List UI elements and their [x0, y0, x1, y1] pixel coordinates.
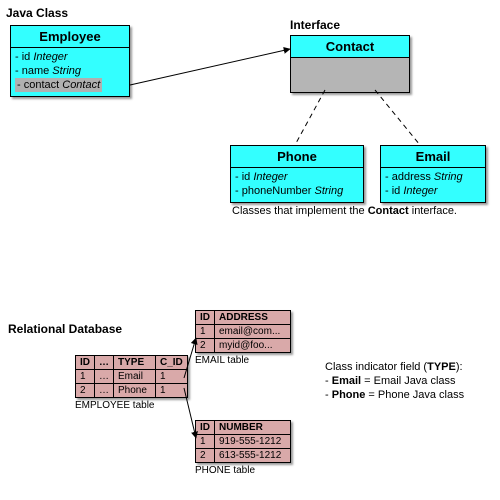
table-row: 2myid@foo... [196, 339, 291, 353]
table-cell: 1 [196, 325, 215, 339]
table-cell: 1 [156, 384, 188, 398]
class-title: Employee [11, 26, 129, 48]
class-body [291, 58, 409, 92]
table-header: NUMBER [215, 421, 291, 435]
table-header: ID [76, 356, 95, 370]
class-body: - id Integer- name String- contact Conta… [11, 48, 129, 96]
table-cell: 2 [76, 384, 95, 398]
table-header: ADDRESS [215, 311, 291, 325]
label-interface: Interface [290, 18, 340, 32]
table-cell: … [95, 384, 114, 398]
class-title: Email [381, 146, 485, 168]
table-header: ID [196, 311, 215, 325]
table-cell: 919-555-1212 [215, 435, 291, 449]
table-caption: EMPLOYEE table [75, 400, 181, 411]
caption-implements: Classes that implement the Contact inter… [232, 205, 457, 217]
class-body: - address String- id Integer [381, 168, 485, 202]
table-row: 1919-555-1212 [196, 435, 291, 449]
class-attr: - id Integer [235, 170, 359, 184]
class-attr: - id Integer [15, 50, 125, 64]
class-email: Email - address String- id Integer [380, 145, 486, 203]
table-cell: … [95, 370, 114, 384]
table-cell: 613-555-1212 [215, 449, 291, 463]
table-row: 1email@com... [196, 325, 291, 339]
table-cell: Phone [114, 384, 156, 398]
table-caption: PHONE table [195, 465, 289, 476]
table-phone: IDNUMBER1919-555-12122613-555-1212 [195, 420, 291, 463]
table-employee: ID…TYPEC_ID1…Email12…Phone1 [75, 355, 188, 398]
table-row: 2613-555-1212 [196, 449, 291, 463]
label-java-class: Java Class [6, 6, 68, 20]
table-header: TYPE [114, 356, 156, 370]
class-employee: Employee - id Integer- name String- cont… [10, 25, 130, 97]
table-cell: myid@foo... [215, 339, 291, 353]
class-attr: - phoneNumber String [235, 184, 359, 198]
class-title: Phone [231, 146, 363, 168]
table-header: ID [196, 421, 215, 435]
caption-indicator: Class indicator field (TYPE): - Email = … [325, 360, 464, 402]
table-email: IDADDRESS1email@com...2myid@foo... [195, 310, 291, 353]
table-cell: 1 [156, 370, 188, 384]
table-cell: 1 [196, 435, 215, 449]
table-header: C_ID [156, 356, 188, 370]
class-attr: - address String [385, 170, 481, 184]
table-caption: EMAIL table [195, 355, 289, 366]
table-header: … [95, 356, 114, 370]
class-attr: - name String [15, 64, 125, 78]
table-cell: 1 [76, 370, 95, 384]
class-contact: Contact [290, 35, 410, 93]
table-cell: 2 [196, 339, 215, 353]
table-row: 1…Email1 [76, 370, 188, 384]
table-cell: Email [114, 370, 156, 384]
class-attr: - id Integer [385, 184, 481, 198]
table-cell: 2 [196, 449, 215, 463]
class-title: Contact [291, 36, 409, 58]
class-attr: - contact Contact [15, 78, 125, 92]
class-body: - id Integer- phoneNumber String [231, 168, 363, 202]
table-row: 2…Phone1 [76, 384, 188, 398]
class-phone: Phone - id Integer- phoneNumber String [230, 145, 364, 203]
table-cell: email@com... [215, 325, 291, 339]
label-relational-db: Relational Database [8, 322, 122, 336]
